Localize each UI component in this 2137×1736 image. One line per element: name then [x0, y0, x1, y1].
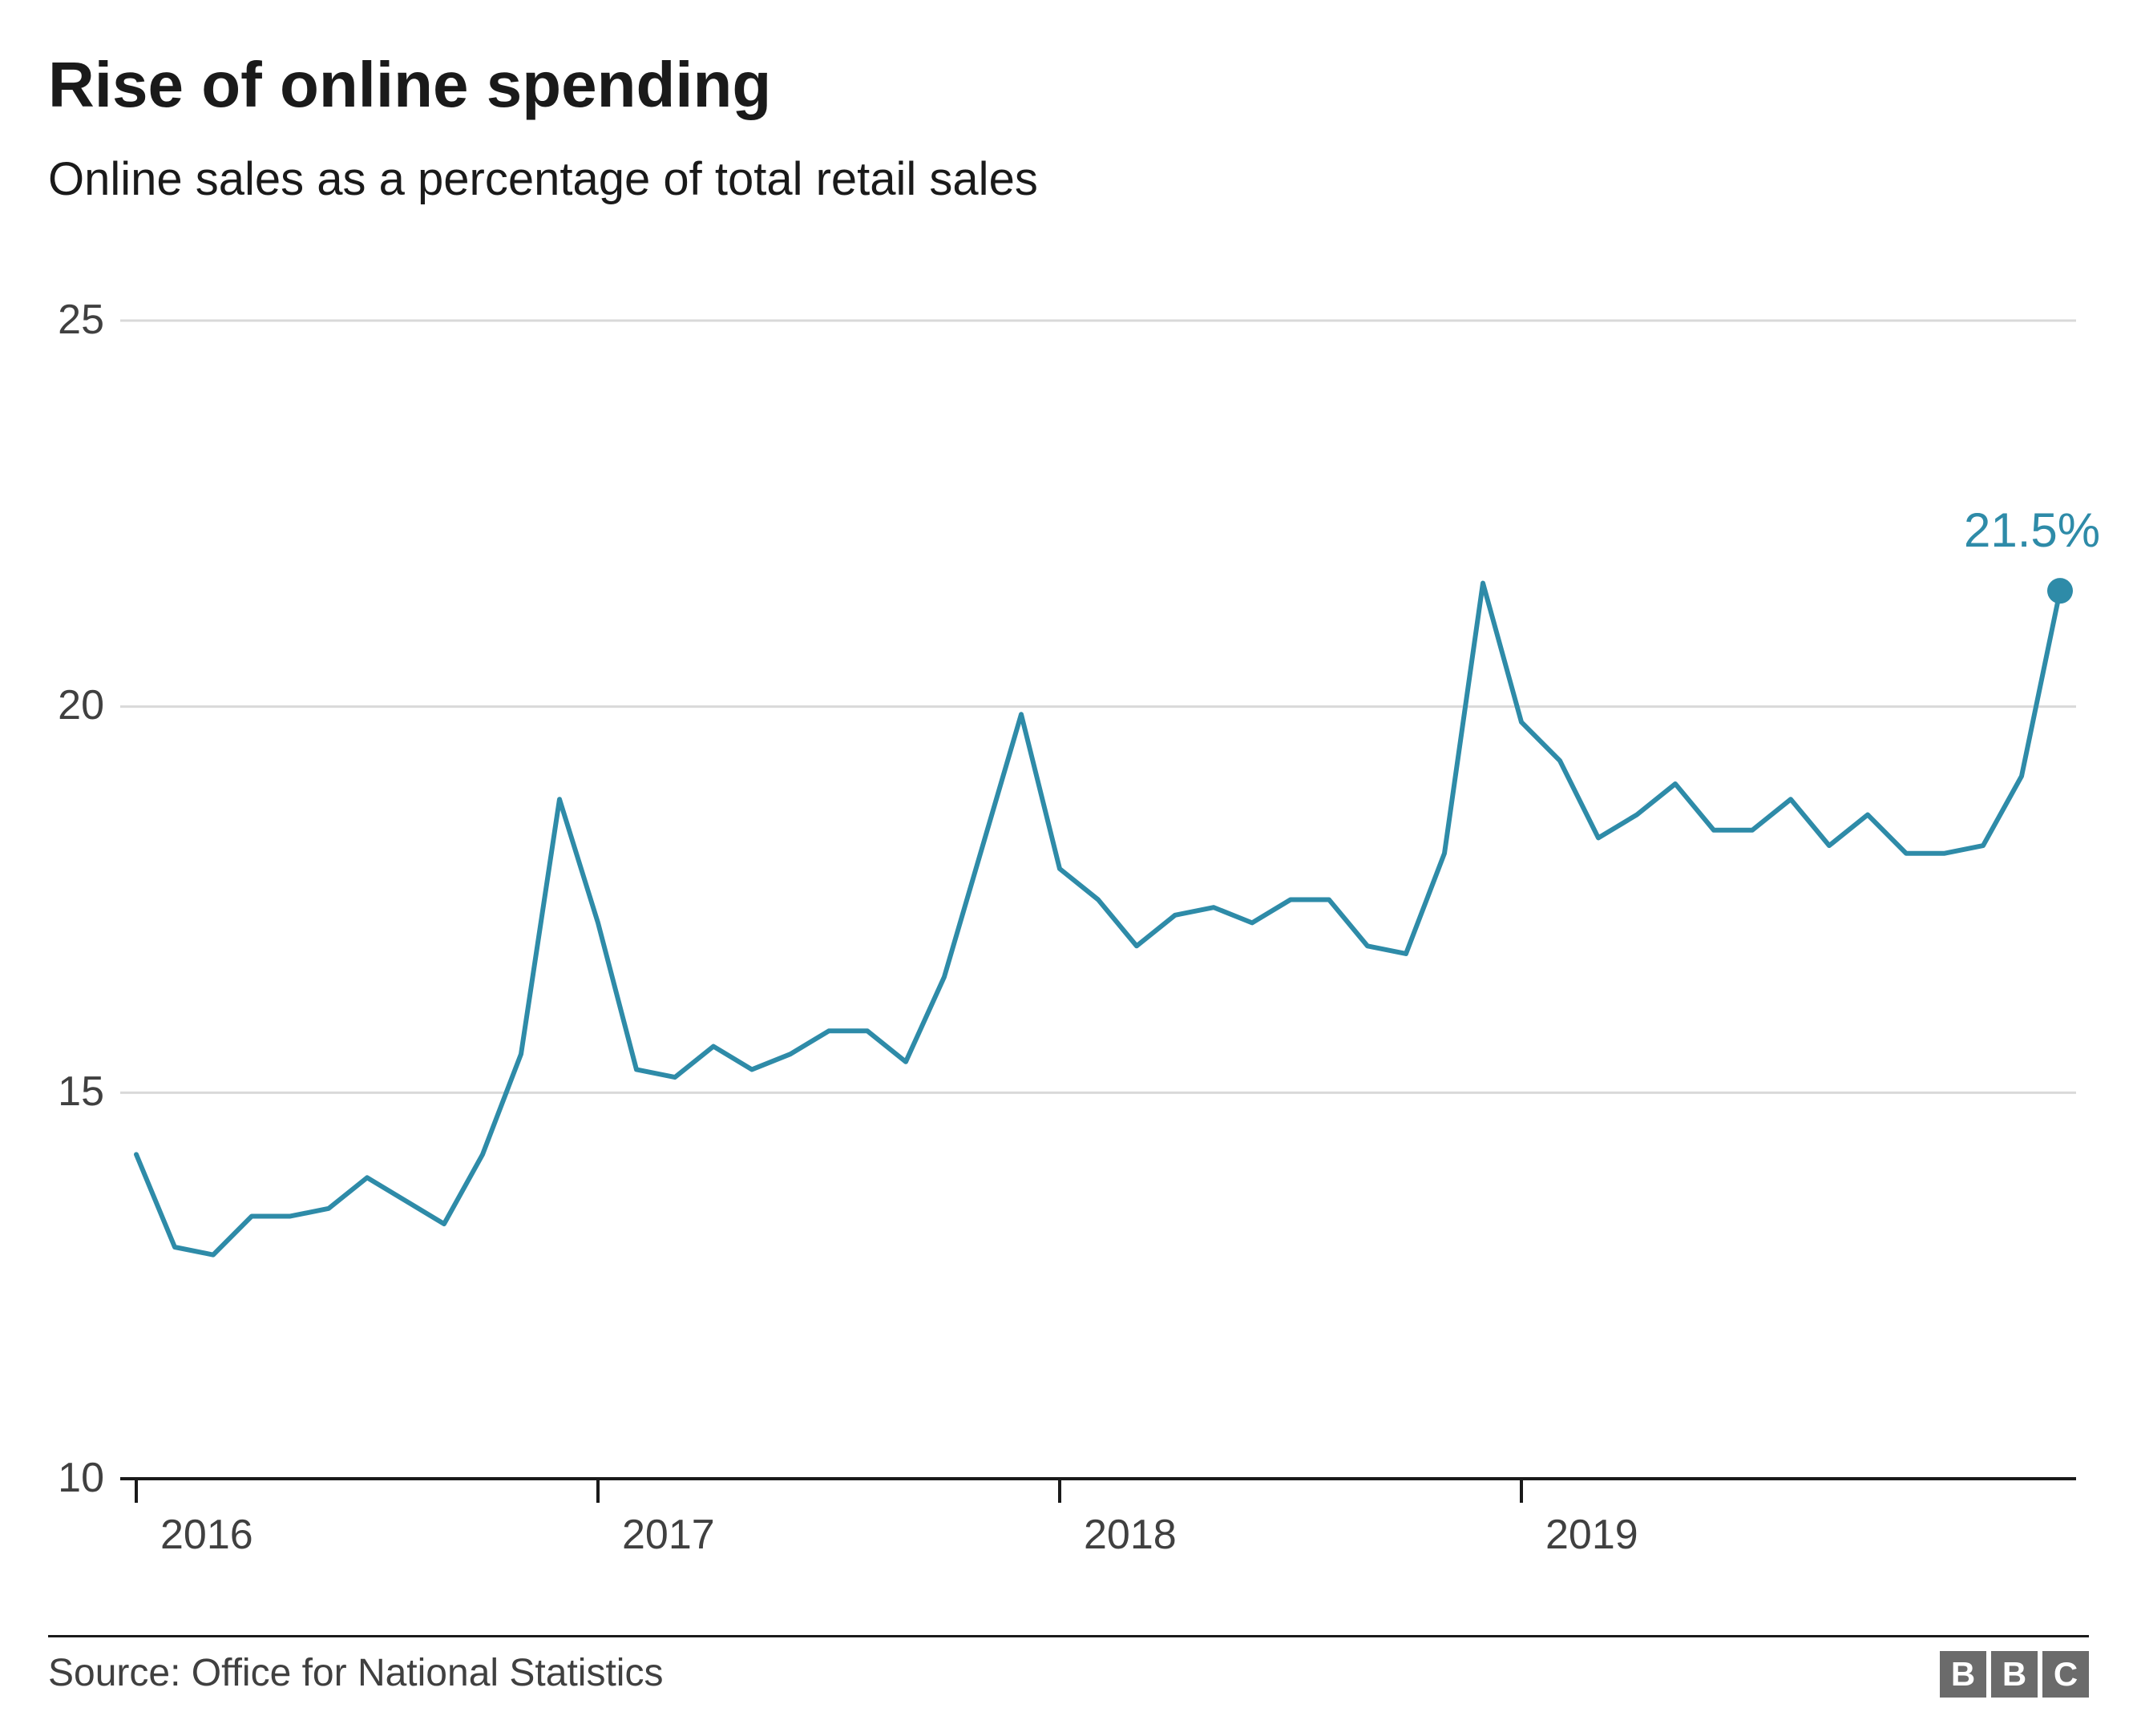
x-tick-label: 2016 — [160, 1511, 253, 1559]
x-tick-label: 2019 — [1545, 1511, 1638, 1559]
end-value-callout: 21.5% — [1964, 503, 2100, 558]
x-tick-label: 2017 — [622, 1511, 715, 1559]
footer-divider — [48, 1635, 2089, 1637]
y-tick-label: 20 — [24, 681, 104, 729]
chart-container: Rise of online spending Online sales as … — [0, 0, 2137, 1736]
bbc-logo-box: B — [1991, 1651, 2038, 1698]
chart-title: Rise of online spending — [48, 48, 771, 122]
chart-svg — [120, 321, 2076, 1543]
chart-subtitle: Online sales as a percentage of total re… — [48, 152, 1038, 206]
bbc-logo: BBC — [1940, 1651, 2089, 1698]
y-tick-label: 25 — [24, 296, 104, 344]
y-tick-label: 10 — [24, 1454, 104, 1502]
y-tick-label: 15 — [24, 1068, 104, 1116]
x-tick-label: 2018 — [1084, 1511, 1177, 1559]
bbc-logo-box: B — [1940, 1651, 1986, 1698]
source-text: Source: Office for National Statistics — [48, 1651, 663, 1695]
bbc-logo-box: C — [2042, 1651, 2089, 1698]
plot-area — [120, 321, 2076, 1479]
